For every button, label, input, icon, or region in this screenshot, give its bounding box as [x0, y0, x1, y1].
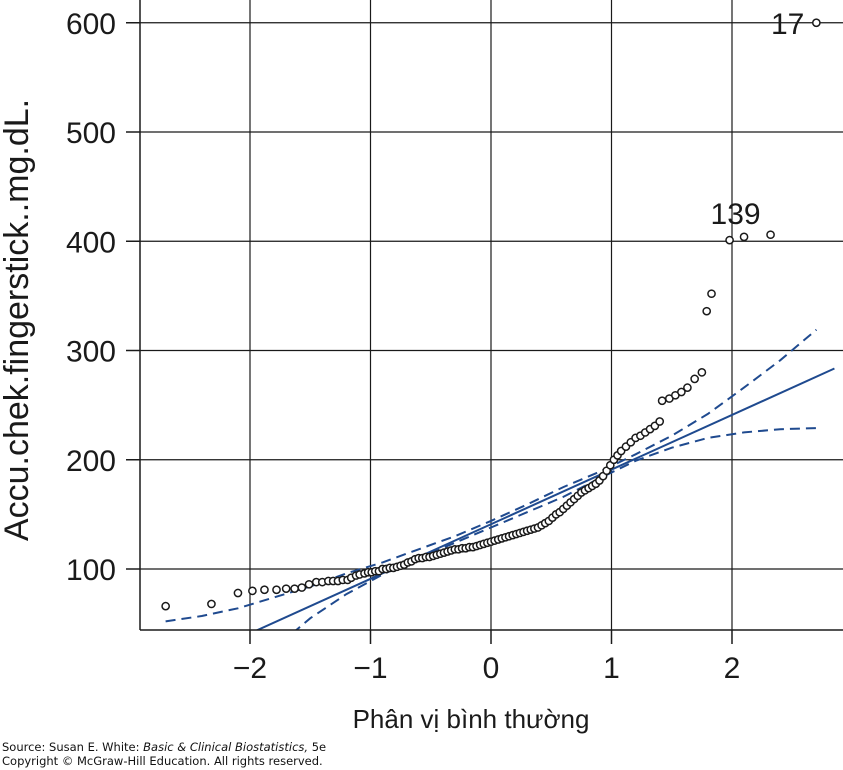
source-line: Source: Susan E. White: Basic & Clinical…: [2, 740, 326, 754]
confidence-envelope: [165, 328, 818, 630]
data-point: [697, 368, 707, 377]
y-tick-label: 200: [66, 445, 116, 478]
point-label: 139: [711, 198, 761, 231]
data-point: [725, 235, 734, 245]
y-tick-label: 300: [66, 336, 116, 369]
data-point: [272, 585, 281, 595]
data-point: [707, 289, 716, 299]
data-point: [677, 387, 686, 397]
source-credit: Source: Susan E. White: Basic & Clinical…: [2, 740, 326, 768]
x-tick-label: 1: [603, 652, 620, 685]
data-point: [248, 586, 257, 596]
data-points: [161, 18, 821, 611]
data-point: [290, 584, 299, 594]
source-edition: 5e: [308, 740, 327, 754]
source-book: Basic & Clinical Biostatistics,: [143, 740, 309, 754]
source-prefix: Source: Susan E. White:: [2, 740, 144, 754]
data-point: [683, 383, 692, 392]
point-annotations: 17 139: [711, 8, 805, 231]
point-label: 17: [771, 8, 804, 41]
data-point: [655, 417, 665, 426]
envelope-lower: [294, 427, 817, 630]
x-tick-label: −2: [233, 652, 267, 685]
data-point: [690, 374, 699, 384]
data-point: [161, 601, 170, 611]
reference-line-group: [255, 367, 835, 630]
data-point: [702, 306, 712, 316]
data-point: [766, 230, 775, 240]
envelope-upper: [165, 328, 818, 623]
data-point: [233, 588, 243, 598]
x-tick-label: 2: [724, 652, 741, 685]
y-tick-label: 400: [66, 226, 116, 259]
data-point: [297, 583, 307, 592]
data-point: [304, 579, 314, 589]
data-point: [812, 18, 821, 28]
data-point: [260, 585, 269, 595]
y-axis: 100 200 300 400 500 600: [66, 8, 140, 587]
copyright-line: Copyright © McGraw-Hill Education. All r…: [2, 754, 323, 768]
x-tick-label: −1: [353, 652, 387, 685]
data-point: [657, 396, 667, 406]
data-point: [739, 232, 749, 242]
reference-line: [255, 367, 835, 630]
data-point: [207, 599, 216, 609]
y-tick-label: 600: [66, 8, 116, 41]
qq-plot: 17 139 −2 −1 0 1 2 100 200 300 400 500 600 Phân vị…: [0, 0, 843, 734]
x-axis-title: Phân vị bình thường: [353, 704, 590, 734]
x-axis: −2 −1 0 1 2: [233, 630, 740, 685]
grid-lines: [140, 0, 843, 630]
x-tick-label: 0: [483, 652, 500, 685]
y-axis-title: Accu.chek.fingerstick..mg.dL.: [0, 99, 36, 541]
data-point: [281, 584, 291, 594]
y-tick-label: 100: [66, 554, 116, 587]
y-tick-label: 500: [66, 117, 116, 150]
